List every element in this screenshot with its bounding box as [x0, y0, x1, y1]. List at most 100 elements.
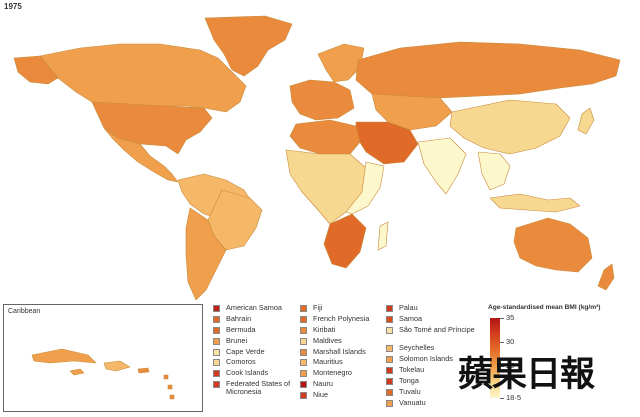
scale-tick-label: 30 — [506, 337, 515, 347]
legend-item: Tonga — [386, 375, 476, 387]
small-countries-legend-column-3: Palau Samoa São Tomé and Príncipe Seychelle… — [386, 304, 476, 410]
legend-swatch — [213, 315, 220, 323]
legend-item: Kiribati — [300, 324, 390, 336]
legend-swatch — [386, 377, 393, 385]
legend-label: Brunei — [226, 335, 248, 345]
caribbean-inset-title: Caribbean — [8, 308, 41, 315]
small-countries-legend-column-2: Fiji French Polynesia Kiribati Maldives Mars… — [300, 304, 390, 402]
legend-swatch — [213, 381, 220, 389]
region-cuba — [31, 348, 97, 364]
legend-swatch — [213, 337, 220, 345]
map-year-label: 1975 — [4, 2, 22, 11]
region-russia — [355, 41, 621, 99]
scale-tick-label: 18·5 — [506, 393, 522, 402]
region-hispaniola — [103, 360, 131, 372]
legend-label: Montenegro — [313, 368, 352, 378]
scale-tick — [500, 318, 504, 319]
legend-item: Cape Verde — [213, 347, 303, 358]
color-scale-bar — [490, 318, 500, 398]
region-scandinavia — [317, 43, 365, 83]
legend-label: Tuvalu — [399, 386, 421, 396]
legend-label: Vanuatu — [399, 397, 426, 407]
region-usa — [91, 101, 213, 155]
legend-item: Montenegro — [300, 369, 390, 379]
legend-item: American Samoa — [213, 304, 303, 314]
legend-swatch — [213, 348, 220, 356]
legend-swatch — [213, 359, 220, 367]
legend-label: Mauritius — [313, 357, 343, 367]
caribbean-inset-map — [31, 348, 175, 400]
legend-swatch — [213, 305, 220, 312]
region-indonesia — [489, 193, 581, 213]
legend-swatch — [300, 326, 307, 334]
region-central-asia — [371, 93, 453, 131]
legend-label: French Polynesia — [313, 313, 370, 323]
legend-swatch — [386, 305, 393, 312]
legend-swatch — [300, 348, 307, 356]
legend-label: Fiji — [313, 303, 323, 312]
legend-item: Samoa — [386, 313, 476, 325]
legend-swatch — [300, 359, 307, 367]
legend-item: Brunei — [213, 335, 303, 347]
legend-item: Mauritius — [300, 358, 390, 368]
scale-tick-label: 35 — [506, 313, 515, 322]
legend-swatch — [213, 326, 220, 334]
caribbean-inset: Caribbean — [3, 304, 203, 412]
world-choropleth-map — [13, 15, 621, 301]
legend-swatch — [300, 315, 307, 323]
region-southern-africa — [323, 213, 367, 269]
legend-label: Federated States of Micronesia — [226, 379, 291, 397]
legend-item: Federated States of Micronesia — [213, 380, 303, 397]
legend-swatch — [386, 345, 393, 353]
legend-label: São Tomé and Príncipe — [399, 324, 475, 334]
region-china — [449, 99, 571, 155]
legend-swatch — [386, 388, 393, 396]
region-north-africa — [289, 119, 361, 155]
watermark-logo: 蘋果日報 — [458, 354, 595, 395]
region-jamaica — [69, 368, 85, 376]
legend-item: Vanuatu — [386, 397, 476, 409]
legend-item: São Tomé and Príncipe — [386, 324, 476, 343]
region-india — [417, 137, 467, 195]
legend-item: Solomon Islands — [386, 355, 476, 365]
legend-label: Maldives — [313, 335, 342, 345]
legend-item: Bermuda — [213, 325, 303, 336]
scale-tick — [500, 342, 504, 344]
region-canada — [39, 43, 247, 113]
region-greenland — [204, 15, 293, 77]
legend-swatch — [386, 326, 393, 334]
legend-label: Samoa — [399, 313, 423, 323]
region-puerto-rico — [137, 367, 150, 374]
legend-swatch — [386, 366, 393, 374]
scale-tick — [500, 366, 504, 368]
legend-item: Maldives — [300, 335, 390, 347]
legend-label: Tokelau — [399, 364, 425, 374]
legend-swatch — [300, 305, 307, 312]
region-lesser-antilles — [163, 374, 175, 400]
legend-item: Bahrain — [213, 313, 303, 325]
legend-swatch — [300, 337, 307, 345]
legend-label: Marshall Islands — [313, 346, 366, 356]
legend-label: Bahrain — [226, 313, 252, 323]
region-alaska — [13, 55, 59, 85]
region-east-africa — [345, 161, 385, 215]
legend-item: Seychelles — [386, 344, 476, 354]
legend-swatch — [300, 370, 307, 378]
scale-tick — [500, 398, 504, 399]
legend-item: Cook Islands — [213, 369, 303, 379]
legend-label: Palau — [399, 303, 418, 312]
legend-label: Seychelles — [399, 343, 435, 353]
legend-label: Cook Islands — [226, 368, 269, 378]
legend-label: Solomon Islands — [399, 354, 453, 364]
legend-label: Kiribati — [313, 324, 336, 334]
legend-label: American Samoa — [226, 303, 282, 312]
legend-item: Fiji — [300, 304, 390, 314]
legend-swatch — [386, 315, 393, 323]
legend-item: Niue — [300, 391, 390, 401]
legend-label: Nauru — [313, 379, 333, 389]
legend-label: Tonga — [399, 375, 419, 385]
small-countries-legend-column-1: American Samoa Bahrain Bermuda Brunei Cape V… — [213, 304, 303, 399]
region-australia — [513, 217, 593, 273]
color-scale-title: Age-standardised mean BMI (kg/m²) — [488, 304, 601, 311]
legend-item: Tuvalu — [386, 386, 476, 398]
